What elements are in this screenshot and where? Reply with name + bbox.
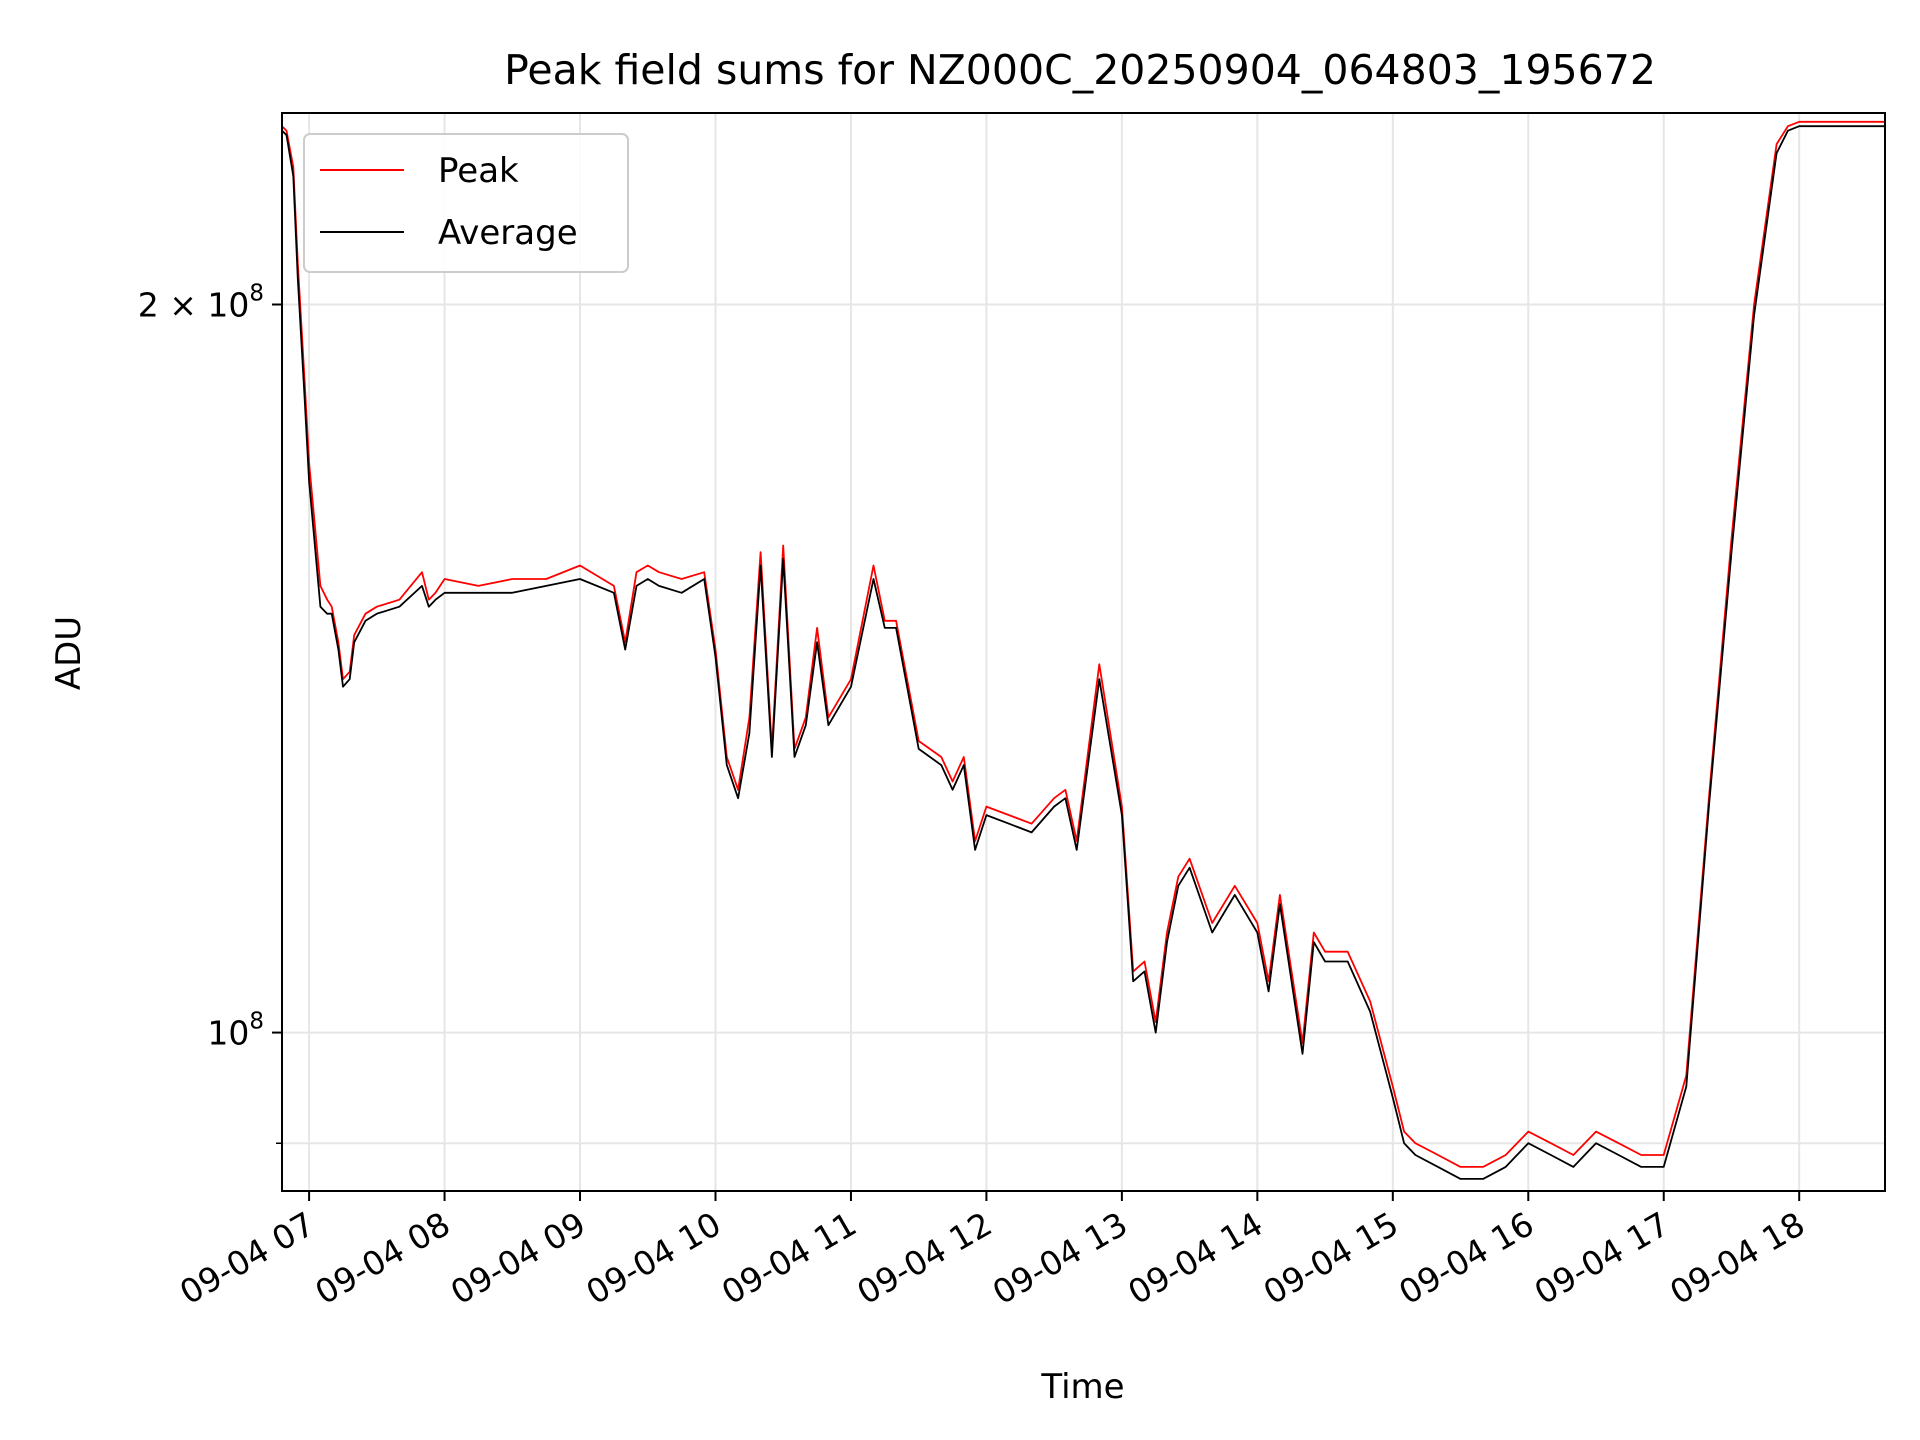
chart-title: Peak field sums for NZ000C_20250904_0648… — [504, 46, 1656, 94]
y-tick-label: 2 × 108 — [138, 281, 264, 325]
y-axis-label: ADU — [49, 616, 89, 690]
series-line-average — [281, 125, 1885, 1180]
legend-label-average: Average — [438, 213, 578, 253]
y-tick-mantissa: 2 × 10 — [138, 286, 250, 325]
legend: Peak Average — [303, 133, 629, 273]
y-tick-mantissa: 10 — [207, 1014, 249, 1053]
y-tick-exponent: 8 — [249, 1009, 264, 1035]
series-lines — [281, 120, 1885, 1180]
plot-frame — [281, 112, 1886, 1192]
legend-label-peak: Peak — [438, 151, 519, 191]
legend-box — [303, 133, 629, 273]
y-tick-exponent: 8 — [249, 281, 264, 307]
series-line-peak — [281, 120, 1885, 1168]
x-axis-label: Time — [1040, 1367, 1124, 1407]
y-tick-label: 108 — [207, 1009, 264, 1053]
grid-lines — [282, 113, 1885, 1191]
